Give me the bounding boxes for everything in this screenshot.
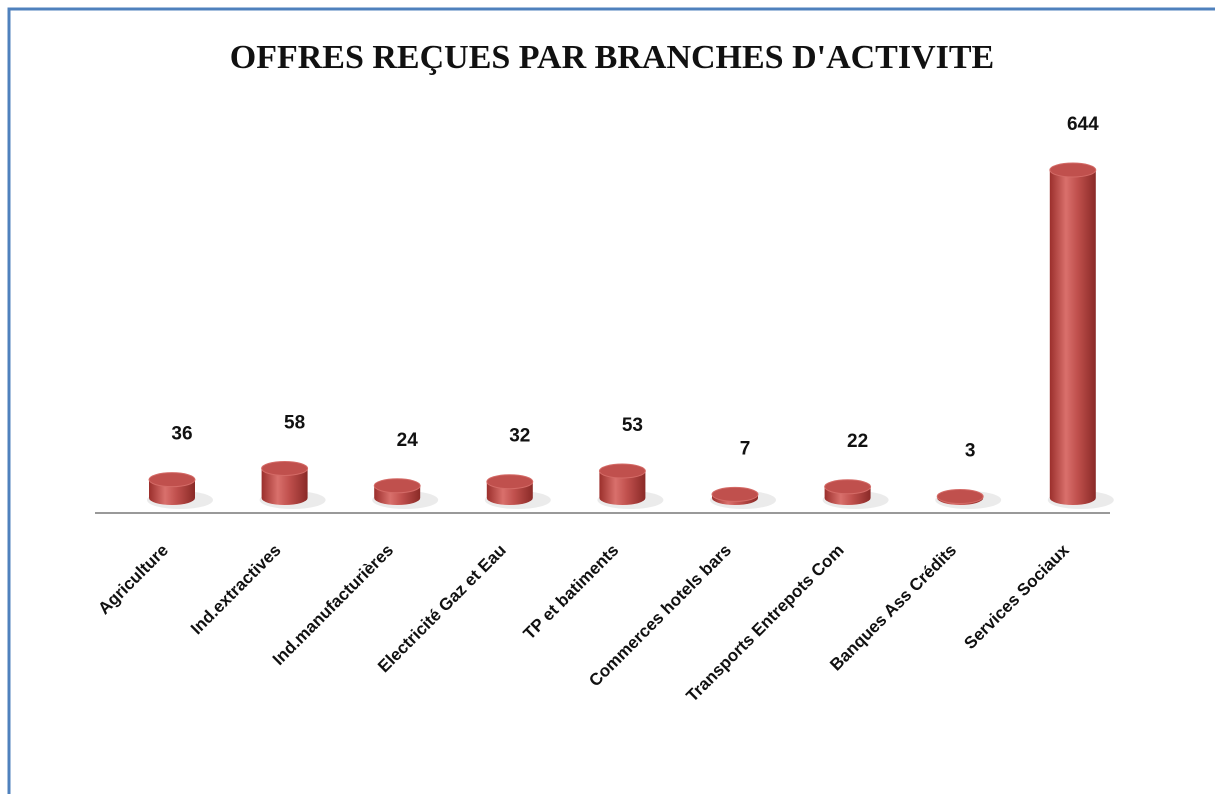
bar-top — [711, 486, 759, 502]
bar-top — [261, 460, 309, 476]
bar-top — [373, 478, 421, 494]
bar-top — [148, 472, 196, 488]
value-label: 53 — [622, 415, 643, 436]
value-label: 7 — [740, 438, 751, 459]
bar — [599, 471, 646, 506]
bar-top — [486, 474, 534, 490]
bar — [261, 468, 308, 506]
bar-top — [824, 479, 872, 495]
value-label: 58 — [284, 412, 305, 433]
bar — [1049, 170, 1096, 506]
bar-top — [1049, 162, 1097, 178]
value-label: 24 — [397, 430, 419, 451]
value-label: 36 — [171, 424, 192, 445]
chart-title: OFFRES REÇUES PAR BRANCHES D'ACTIVITE — [230, 39, 995, 76]
value-label: 3 — [965, 440, 976, 461]
value-label: 22 — [847, 431, 868, 452]
frame — [7, 7, 1215, 794]
bar-top — [598, 463, 646, 479]
value-label: 644 — [1067, 114, 1099, 135]
value-label: 32 — [509, 426, 530, 447]
bar-top — [936, 488, 984, 504]
